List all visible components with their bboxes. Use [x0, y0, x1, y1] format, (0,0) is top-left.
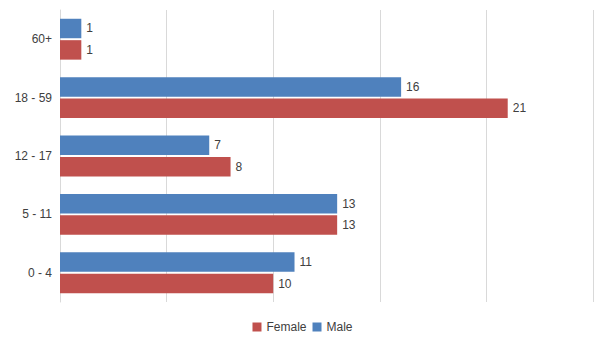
svg-text:13: 13 — [342, 197, 356, 211]
svg-text:7: 7 — [214, 138, 221, 152]
svg-text:60+: 60+ — [32, 32, 52, 46]
svg-text:16: 16 — [406, 80, 420, 94]
svg-text:13: 13 — [342, 218, 356, 232]
svg-text:21: 21 — [513, 101, 527, 115]
svg-text:10: 10 — [278, 277, 292, 291]
svg-text:0 - 4: 0 - 4 — [28, 266, 52, 280]
svg-text:11: 11 — [300, 255, 313, 269]
svg-text:1: 1 — [86, 43, 93, 57]
svg-text:Female: Female — [266, 320, 306, 334]
svg-text:5 - 11: 5 - 11 — [22, 207, 52, 221]
svg-text:Male: Male — [327, 320, 353, 334]
svg-text:8: 8 — [236, 160, 243, 174]
svg-text:12 - 17: 12 - 17 — [15, 149, 53, 163]
svg-text:18 - 59: 18 - 59 — [15, 91, 53, 105]
svg-text:1: 1 — [86, 21, 93, 35]
